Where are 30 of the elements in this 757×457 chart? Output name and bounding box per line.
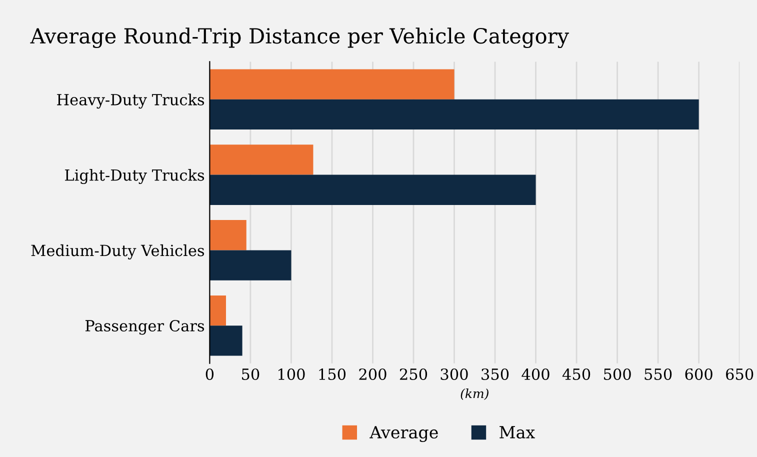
x-tick-label: 200 bbox=[359, 368, 386, 380]
x-tick-label: 400 bbox=[522, 368, 550, 380]
bar bbox=[210, 220, 246, 250]
x-tick-label: 350 bbox=[482, 368, 509, 380]
y-tick-label: Light-Duty Trucks bbox=[65, 169, 204, 184]
x-tick-label: 250 bbox=[400, 368, 428, 380]
bar bbox=[210, 295, 226, 326]
x-tick-label: 150 bbox=[319, 368, 346, 380]
bar bbox=[210, 174, 536, 205]
bar bbox=[210, 69, 454, 100]
legend-label: Max bbox=[500, 426, 535, 439]
bar bbox=[210, 144, 314, 175]
x-tick-label: 600 bbox=[685, 368, 712, 380]
x-tick-label: 650 bbox=[726, 368, 754, 380]
bar bbox=[210, 99, 699, 130]
x-tick-label: 500 bbox=[604, 368, 631, 380]
chart-title: Average Round-Trip Distance per Vehicle Category bbox=[30, 28, 569, 48]
bar bbox=[210, 326, 242, 356]
x-tick-label: 0 bbox=[206, 368, 214, 380]
bar bbox=[210, 250, 292, 280]
y-tick-label: Medium-Duty Vehicles bbox=[31, 244, 204, 260]
legend-label: Average bbox=[370, 426, 438, 442]
y-tick-label: Passenger Cars bbox=[85, 320, 204, 335]
x-tick-label: 50 bbox=[242, 368, 260, 380]
x-axis-title: (km) bbox=[460, 388, 488, 400]
x-tick-label: 100 bbox=[278, 368, 305, 380]
x-tick-label: 300 bbox=[440, 368, 468, 380]
x-tick-label: 450 bbox=[562, 368, 590, 380]
x-tick-label: 550 bbox=[644, 368, 672, 380]
y-tick-label: Heavy-Duty Trucks bbox=[57, 94, 204, 109]
